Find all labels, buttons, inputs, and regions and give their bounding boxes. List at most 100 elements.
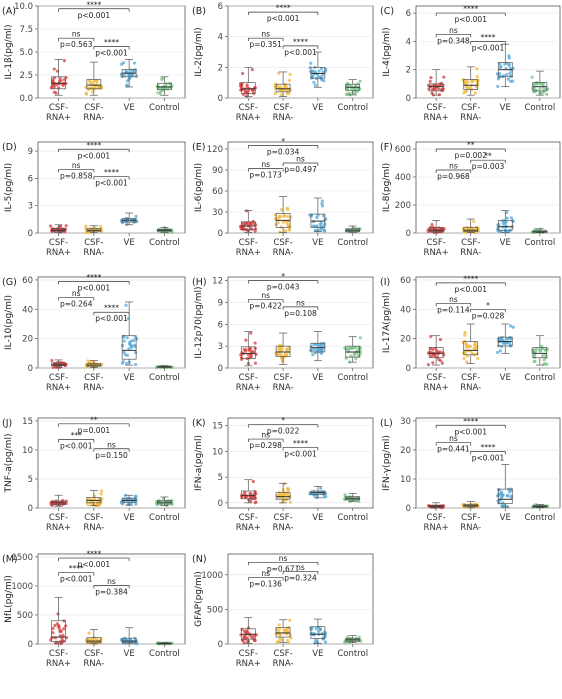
data-point <box>316 73 320 77</box>
data-point <box>321 73 325 77</box>
data-point <box>309 61 313 65</box>
category-label: CSF-RNA+ <box>236 513 261 533</box>
y-tick-label: 6 <box>406 9 411 19</box>
box-1 <box>275 492 291 500</box>
data-point <box>61 633 65 637</box>
panel-i: 0204060IL-17A(pg/ml)(I)CSF-RNA+CSF-RNA-V… <box>380 274 561 393</box>
sig-stars: ns <box>261 431 270 440</box>
data-point <box>500 490 504 494</box>
y-axis-label: IL-4(pg/ml) <box>382 27 392 76</box>
sig-p-value: p<0.001 <box>78 11 111 20</box>
data-point <box>86 637 91 642</box>
data-point <box>465 342 469 346</box>
data-point <box>289 215 293 219</box>
category-label: VE <box>124 649 135 659</box>
y-tick-label: 7.5 <box>19 25 33 35</box>
sig-p-value: p<0.001 <box>454 15 487 24</box>
data-point <box>507 341 512 345</box>
data-point <box>51 631 55 635</box>
panel-letter: (C) <box>380 6 394 17</box>
sig-stars: **** <box>463 5 478 14</box>
category-label: Control <box>149 238 180 248</box>
y-tick-label: 500 <box>17 611 33 621</box>
sig-p-value: p=0.108 <box>284 309 317 318</box>
data-point <box>438 337 443 342</box>
data-point <box>346 83 350 87</box>
data-point <box>354 357 358 361</box>
data-point <box>247 346 251 350</box>
sig-stars: ns <box>449 434 458 443</box>
category-label-part: RNA+ <box>46 248 71 258</box>
data-point <box>532 359 536 364</box>
data-point <box>120 62 124 66</box>
box-0 <box>240 490 256 500</box>
category-label: Control <box>337 513 368 523</box>
data-point <box>120 502 125 506</box>
data-point <box>311 348 315 352</box>
data-point <box>59 629 63 633</box>
sig-p-value: p=0.348 <box>437 36 470 45</box>
box-3 <box>532 347 548 359</box>
data-point <box>160 77 164 81</box>
category-label: CSF-RNA- <box>273 238 294 258</box>
sig-p-value: p<0.001 <box>284 449 317 458</box>
data-point <box>278 88 282 93</box>
data-point <box>253 492 257 496</box>
panel-frame <box>415 417 561 509</box>
data-point <box>463 333 467 337</box>
data-point <box>501 221 505 226</box>
data-point <box>280 358 285 362</box>
data-point <box>52 67 56 71</box>
data-point <box>500 219 504 223</box>
data-point <box>129 344 134 348</box>
box-1 <box>275 345 291 357</box>
sig-stars: **** <box>86 141 101 150</box>
category-label-part: RNA- <box>460 383 481 393</box>
data-point <box>56 612 60 616</box>
panel-letter: (H) <box>192 277 207 288</box>
data-point <box>245 83 249 87</box>
y-tick-label: 1000 <box>11 582 33 592</box>
y-tick-label: 0 <box>218 640 223 650</box>
data-point <box>431 348 435 352</box>
data-point <box>53 623 57 628</box>
y-tick-label: 0 <box>406 364 411 374</box>
sig-stars: ns <box>279 554 288 563</box>
data-point <box>356 82 360 86</box>
y-tick-label: 5 <box>218 473 223 483</box>
data-point <box>285 638 290 643</box>
category-label: CSF-RNA- <box>83 649 104 669</box>
data-point <box>530 75 534 79</box>
data-point <box>318 627 323 631</box>
y-tick-label: 2.5 <box>19 71 33 81</box>
sig-stars: **** <box>481 443 496 452</box>
sig-p-value: p=0.264 <box>60 300 93 309</box>
data-point <box>315 224 319 228</box>
data-point <box>60 637 64 641</box>
panel-a: 0.02.55.07.510.0IL-1β(pg/ml)(A)CSF-RNA+C… <box>2 0 186 123</box>
category-label: VE <box>312 649 323 659</box>
data-point <box>312 493 316 497</box>
sig-stars: ns <box>72 30 81 39</box>
sig-p-value: p=0.002 <box>454 151 487 160</box>
data-point <box>243 349 248 353</box>
data-point <box>242 635 246 639</box>
category-label-part: RNA- <box>273 523 294 533</box>
category-label-part: CSF- <box>49 238 68 248</box>
data-point <box>285 206 289 210</box>
data-point <box>506 77 511 81</box>
sig-stars: **** <box>86 273 101 282</box>
data-point <box>288 72 292 77</box>
box-1 <box>463 79 479 90</box>
category-label: CSF-RNA+ <box>46 103 71 123</box>
category-label-part: VE <box>500 238 511 248</box>
panel-frame <box>37 141 186 234</box>
category-label-part: CSF- <box>427 513 446 523</box>
y-axis-label: IL-5(pg/ml) <box>4 163 14 212</box>
data-point <box>129 73 133 77</box>
box-2 <box>121 335 137 360</box>
category-label: CSF-RNA+ <box>236 649 261 669</box>
category-label-part: RNA- <box>83 113 104 123</box>
box-0 <box>240 82 256 94</box>
sig-p-value: p=0.150 <box>95 451 128 460</box>
